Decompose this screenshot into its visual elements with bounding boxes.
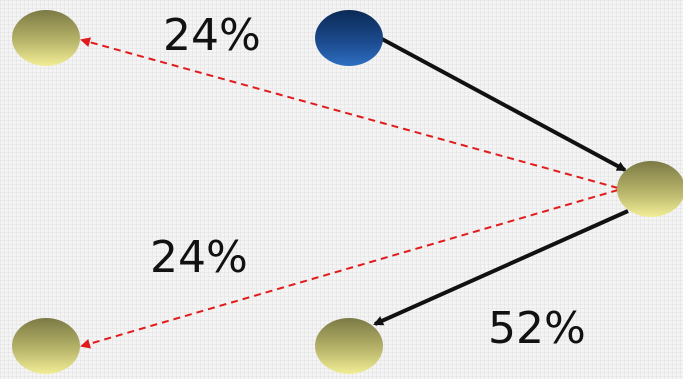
solid-arrow-right-to-bottom-middle	[373, 209, 629, 326]
bottom-right-percent-label: 52%	[488, 303, 586, 354]
solid-arrow-blue-to-right	[381, 37, 627, 172]
node-blue-top-middle	[315, 10, 383, 66]
dashed-arrow-to-bottom-left	[80, 189, 619, 349]
node-top-left	[12, 10, 80, 66]
dashed-arrow-to-top-left	[80, 37, 619, 189]
node-bottom-middle	[315, 318, 383, 374]
left-percent-label: 24%	[150, 232, 248, 283]
node-bottom-left	[12, 318, 80, 374]
top-percent-label: 24%	[163, 10, 261, 61]
node-right	[617, 161, 683, 217]
